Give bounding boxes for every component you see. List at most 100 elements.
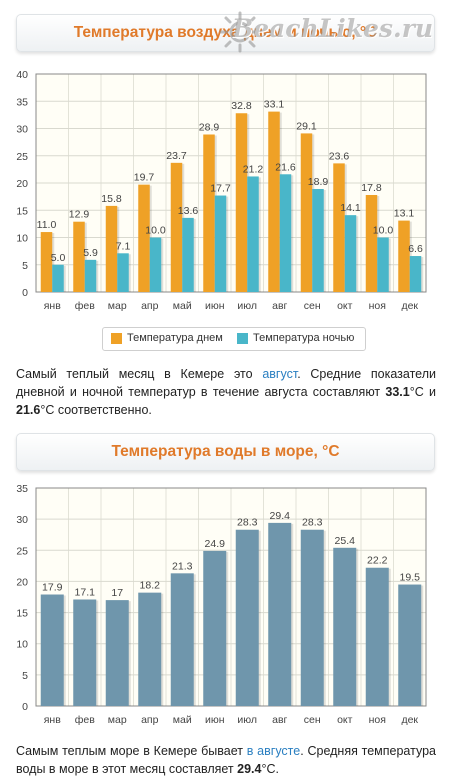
bar-sea bbox=[105, 600, 129, 706]
x-tick-label: апр bbox=[141, 714, 159, 726]
bar-night bbox=[247, 176, 259, 292]
air-temperature-chart: 0 5 10 15 20 25 30 35 40 янв 11.0 5.0 фев 12.9 5.9 мар 1… bbox=[16, 69, 427, 312]
para1-text-2: . Средние показатели дневной и ночной те… bbox=[16, 367, 436, 399]
bar-sea bbox=[73, 599, 97, 706]
y-tick-label: 10 bbox=[16, 233, 28, 245]
data-label: 21.6 bbox=[275, 161, 296, 173]
data-label: 17.8 bbox=[361, 182, 382, 194]
para1-night-value: 21.6 bbox=[16, 403, 41, 417]
x-tick-label: сен bbox=[304, 300, 321, 312]
x-tick-label: янв bbox=[44, 714, 61, 726]
plot-border bbox=[35, 487, 427, 707]
data-label: 14.1 bbox=[340, 202, 361, 214]
data-label: 28.9 bbox=[199, 121, 220, 133]
data-label: 21.3 bbox=[172, 560, 193, 572]
x-tick-label: фев bbox=[75, 300, 95, 312]
x-tick-label: окт bbox=[337, 714, 353, 726]
y-tick-label: 10 bbox=[16, 639, 28, 651]
data-label: 23.6 bbox=[329, 150, 350, 162]
bar-day bbox=[333, 163, 345, 292]
legend-swatch-night bbox=[237, 332, 248, 344]
para2-sea-value: 29.4 bbox=[237, 762, 262, 776]
august-link[interactable]: август bbox=[262, 367, 298, 381]
data-label: 11.0 bbox=[37, 219, 57, 231]
data-label: 15.8 bbox=[101, 193, 122, 205]
y-tick-label: 35 bbox=[16, 483, 28, 495]
data-label: 17.1 bbox=[75, 586, 96, 598]
bar-day bbox=[300, 133, 313, 292]
y-tick-label: 20 bbox=[16, 576, 28, 588]
data-label: 28.3 bbox=[302, 517, 323, 529]
bar-night bbox=[117, 253, 129, 292]
legend-label-night: Температура ночью bbox=[253, 332, 355, 344]
bar-sea bbox=[40, 594, 64, 706]
para2-text-1: Самым теплым море в Кемере бывает bbox=[16, 744, 247, 758]
data-label: 29.1 bbox=[296, 120, 317, 132]
para2-text-3: °С. bbox=[261, 762, 279, 776]
legend-item-night[interactable]: Температура ночью bbox=[237, 332, 354, 344]
x-tick-label: окт bbox=[337, 300, 353, 312]
bar-night bbox=[409, 256, 422, 292]
bar-night bbox=[214, 195, 227, 292]
sea-temperature-chart: 0 5 10 15 20 25 30 35 янв 17.9 фев 17.1 мар 17 апр 18.2… bbox=[16, 483, 427, 726]
legend-item-day[interactable]: Температура днем bbox=[111, 332, 223, 344]
bar-sea bbox=[235, 529, 259, 706]
data-label: 18.9 bbox=[308, 176, 329, 188]
bar-day bbox=[105, 205, 118, 292]
bar-sea bbox=[203, 550, 227, 706]
x-tick-label: июл bbox=[237, 714, 257, 726]
para1-text-1: Самый теплый месяц в Кемере это bbox=[16, 367, 263, 381]
data-label: 5.9 bbox=[83, 247, 98, 259]
legend-label-day: Температура днем bbox=[127, 332, 223, 344]
data-label: 17.9 bbox=[42, 582, 63, 594]
plot-border bbox=[35, 73, 427, 293]
y-tick-label: 35 bbox=[16, 96, 28, 108]
data-label: 33.1 bbox=[264, 99, 285, 111]
data-label: 13.6 bbox=[178, 205, 199, 217]
bar-sea bbox=[300, 529, 324, 706]
y-tick-label: 5 bbox=[22, 260, 28, 272]
y-tick-label: 15 bbox=[16, 205, 28, 217]
x-tick-label: авг bbox=[272, 714, 287, 726]
bar-day bbox=[138, 184, 150, 292]
para1-text-4: °С соответственно. bbox=[40, 403, 152, 417]
data-label: 29.4 bbox=[270, 510, 291, 522]
bar-night bbox=[312, 188, 324, 292]
data-label: 12.9 bbox=[69, 209, 90, 221]
para1-text-3: °С и bbox=[409, 385, 437, 399]
y-tick-label: 0 bbox=[22, 287, 28, 299]
x-tick-label: апр bbox=[141, 300, 159, 312]
x-tick-label: сен bbox=[304, 714, 321, 726]
x-tick-label: ноя bbox=[369, 300, 386, 312]
x-tick-label: май bbox=[173, 714, 192, 726]
data-label: 25.4 bbox=[335, 535, 356, 547]
bar-day bbox=[73, 221, 85, 292]
air-summary-text: Самый теплый месяц в Кемере это август. … bbox=[16, 365, 436, 419]
in-august-link[interactable]: в августе bbox=[246, 744, 301, 758]
bar-night bbox=[377, 237, 389, 292]
bar-sea bbox=[268, 522, 292, 706]
bar-night bbox=[84, 259, 97, 292]
y-tick-label: 5 bbox=[22, 670, 28, 682]
bar-sea bbox=[365, 567, 389, 706]
data-label: 32.8 bbox=[231, 100, 252, 112]
bar-sea bbox=[138, 592, 162, 706]
chart2-header: Температура воды в море, °С bbox=[16, 433, 435, 471]
logo-text: BeachLikes.ru bbox=[232, 14, 434, 43]
y-tick-label: 30 bbox=[16, 514, 28, 526]
sea-summary-text: Самым теплым море в Кемере бывает в авгу… bbox=[16, 742, 436, 778]
sun-logo-icon bbox=[219, 11, 261, 53]
data-label: 18.2 bbox=[140, 580, 161, 592]
y-tick-label: 25 bbox=[16, 151, 28, 163]
bar-night bbox=[182, 217, 194, 292]
bar-day bbox=[365, 194, 378, 292]
x-tick-label: дек bbox=[401, 300, 418, 312]
x-tick-label: июл bbox=[237, 300, 257, 312]
bar-sea bbox=[333, 547, 357, 706]
data-label: 19.5 bbox=[400, 572, 421, 584]
y-tick-label: 15 bbox=[16, 608, 28, 620]
y-tick-label: 40 bbox=[16, 69, 28, 81]
bar-night bbox=[52, 264, 64, 292]
legend-swatch-day bbox=[111, 332, 122, 344]
x-tick-label: фев bbox=[75, 714, 95, 726]
